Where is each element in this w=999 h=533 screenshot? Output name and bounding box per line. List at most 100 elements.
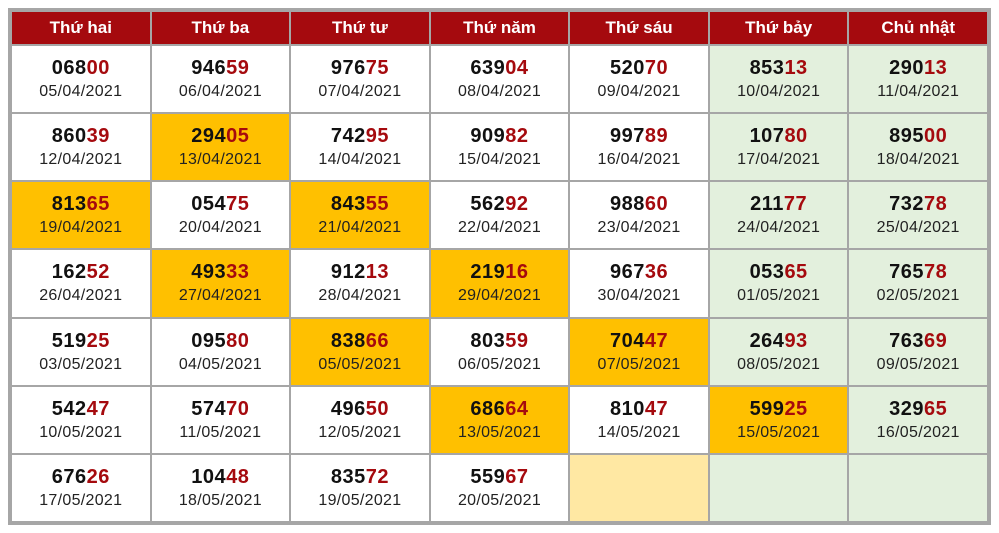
result-cell: 16252 26/04/2021 <box>12 250 150 317</box>
result-number-suffix: 69 <box>924 329 948 352</box>
header-wednesday: Thứ tư <box>291 12 429 44</box>
result-cell: 76578 02/05/2021 <box>849 250 987 317</box>
result-number-suffix: 65 <box>924 397 948 420</box>
result-cell: 85313 10/04/2021 <box>709 46 848 113</box>
result-number-prefix: 843 <box>330 193 366 216</box>
result-number-prefix: 559 <box>470 465 506 488</box>
result-number-prefix: 813 <box>51 193 87 216</box>
result-number-suffix: 66 <box>365 329 389 352</box>
result-date: 06/05/2021 <box>457 355 542 373</box>
result-number-suffix: 70 <box>644 57 669 80</box>
result-number: 67626 <box>52 466 110 488</box>
result-date: 11/05/2021 <box>179 423 262 441</box>
result-number-prefix: 211 <box>750 193 784 216</box>
result-cell: 98860 23/04/2021 <box>570 182 708 249</box>
result-date: 30/04/2021 <box>597 287 681 305</box>
result-number-prefix: 104 <box>191 465 227 488</box>
result-number: 89500 <box>889 125 947 147</box>
result-date: 15/04/2021 <box>457 151 542 169</box>
result-number-suffix: 47 <box>644 397 669 420</box>
result-number-suffix: 65 <box>86 193 110 216</box>
result-number-prefix: 493 <box>191 261 227 284</box>
result-number-suffix: 80 <box>226 329 250 352</box>
result-cell: 05475 20/04/2021 <box>151 182 290 249</box>
result-number: 10780 <box>750 125 808 147</box>
result-number-suffix: 26 <box>86 465 110 488</box>
result-number-prefix: 219 <box>470 261 506 284</box>
result-number-suffix: 65 <box>784 261 808 284</box>
result-number-prefix: 095 <box>191 329 227 352</box>
result-number-suffix: 52 <box>86 261 110 284</box>
result-number-prefix: 639 <box>470 57 506 80</box>
result-number-suffix: 05 <box>226 125 250 148</box>
result-number: 81047 <box>610 398 668 420</box>
result-date: 12/04/2021 <box>39 151 123 169</box>
results-table: Thứ hai Thứ ba Thứ tư Thứ năm Thứ sáu Th… <box>12 12 987 521</box>
result-number-suffix: 70 <box>226 397 250 420</box>
result-date: 16/04/2021 <box>597 151 681 169</box>
result-number-suffix: 00 <box>924 125 948 148</box>
result-number: 81365 <box>52 193 110 215</box>
result-number-suffix: 39 <box>86 125 110 148</box>
result-number: 05365 <box>750 261 808 283</box>
result-number: 63904 <box>470 57 528 79</box>
result-number: 29013 <box>889 57 947 79</box>
result-number: 98860 <box>610 193 668 215</box>
result-cell: 84355 21/04/2021 <box>291 182 429 249</box>
result-number: 83572 <box>331 466 389 488</box>
result-date: 29/04/2021 <box>457 287 542 305</box>
result-number: 97675 <box>331 57 389 79</box>
result-number: 49650 <box>331 398 389 420</box>
result-number-suffix: 33 <box>226 261 250 284</box>
result-number-prefix: 107 <box>749 125 785 148</box>
result-number: 80359 <box>470 330 528 352</box>
result-number-suffix: 59 <box>226 57 250 80</box>
result-number-suffix: 13 <box>784 57 808 80</box>
result-date: 10/04/2021 <box>737 83 821 101</box>
result-number-prefix: 732 <box>889 193 925 216</box>
result-number: 16252 <box>52 261 110 283</box>
result-number-suffix: 67 <box>505 465 529 488</box>
result-number-suffix: 75 <box>226 193 250 216</box>
result-number-prefix: 053 <box>749 261 785 284</box>
result-number-suffix: 47 <box>644 329 669 352</box>
result-cell: 63904 08/04/2021 <box>430 46 569 113</box>
result-date: 05/04/2021 <box>39 83 123 101</box>
header-sunday: Chủ nhật <box>849 12 987 44</box>
results-table-frame: Thứ hai Thứ ba Thứ tư Thứ năm Thứ sáu Th… <box>8 8 991 525</box>
result-date: 04/05/2021 <box>178 355 262 373</box>
result-number-prefix: 599 <box>749 397 785 420</box>
result-date: 08/05/2021 <box>737 355 821 373</box>
result-number: 99789 <box>610 125 668 147</box>
result-number-suffix: 16 <box>505 261 529 284</box>
result-number-prefix: 496 <box>330 397 366 420</box>
result-number: 70447 <box>610 330 668 352</box>
result-number-suffix: 60 <box>644 193 669 216</box>
result-number-suffix: 00 <box>86 57 110 80</box>
result-cell: 06800 05/04/2021 <box>12 46 150 113</box>
result-number-prefix: 329 <box>889 397 925 420</box>
result-cell: 55967 20/05/2021 <box>430 454 569 521</box>
result-date: 05/05/2021 <box>318 355 402 373</box>
result-number-suffix: 93 <box>784 329 808 352</box>
result-number-suffix: 92 <box>505 193 529 216</box>
result-date: 19/05/2021 <box>318 491 402 509</box>
result-number-prefix: 853 <box>749 57 785 80</box>
result-cell: 96736 30/04/2021 <box>570 250 708 317</box>
result-number-prefix: 520 <box>610 57 645 80</box>
result-number: 49333 <box>191 261 249 283</box>
result-number-prefix: 895 <box>889 125 925 148</box>
result-cell: 56292 22/04/2021 <box>430 182 569 249</box>
result-number-prefix: 068 <box>51 57 87 80</box>
result-number-prefix: 519 <box>51 329 87 352</box>
result-cell: 57470 11/05/2021 <box>151 386 290 453</box>
result-number-suffix: 72 <box>365 465 389 488</box>
result-number-suffix: 77 <box>783 193 808 216</box>
result-number-prefix: 676 <box>51 465 87 488</box>
result-cell: 21916 29/04/2021 <box>430 250 569 317</box>
result-number: 83866 <box>331 330 389 352</box>
result-cell: 91213 28/04/2021 <box>291 250 429 317</box>
result-cell: 09580 04/05/2021 <box>151 318 290 385</box>
result-number: 91213 <box>331 261 389 283</box>
result-number-suffix: 89 <box>644 125 669 148</box>
